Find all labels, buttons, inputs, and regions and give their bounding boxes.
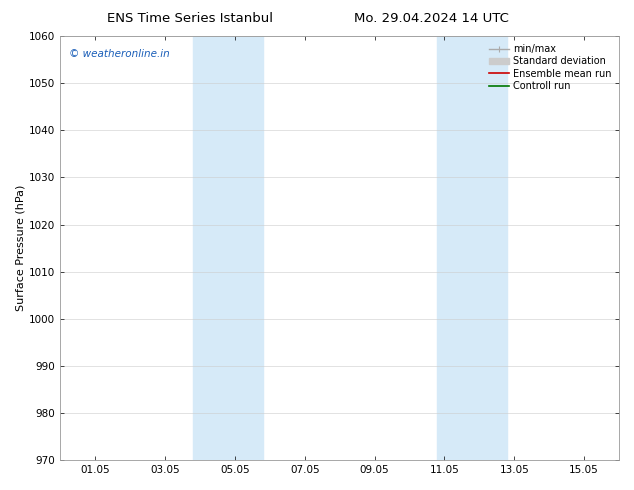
Text: © weatheronline.in: © weatheronline.in: [68, 49, 169, 59]
Text: Mo. 29.04.2024 14 UTC: Mo. 29.04.2024 14 UTC: [354, 12, 508, 25]
Y-axis label: Surface Pressure (hPa): Surface Pressure (hPa): [15, 185, 25, 311]
Text: ENS Time Series Istanbul: ENS Time Series Istanbul: [107, 12, 273, 25]
Legend: min/max, Standard deviation, Ensemble mean run, Controll run: min/max, Standard deviation, Ensemble me…: [486, 41, 614, 94]
Bar: [193, 36, 263, 460]
Bar: [437, 36, 507, 460]
